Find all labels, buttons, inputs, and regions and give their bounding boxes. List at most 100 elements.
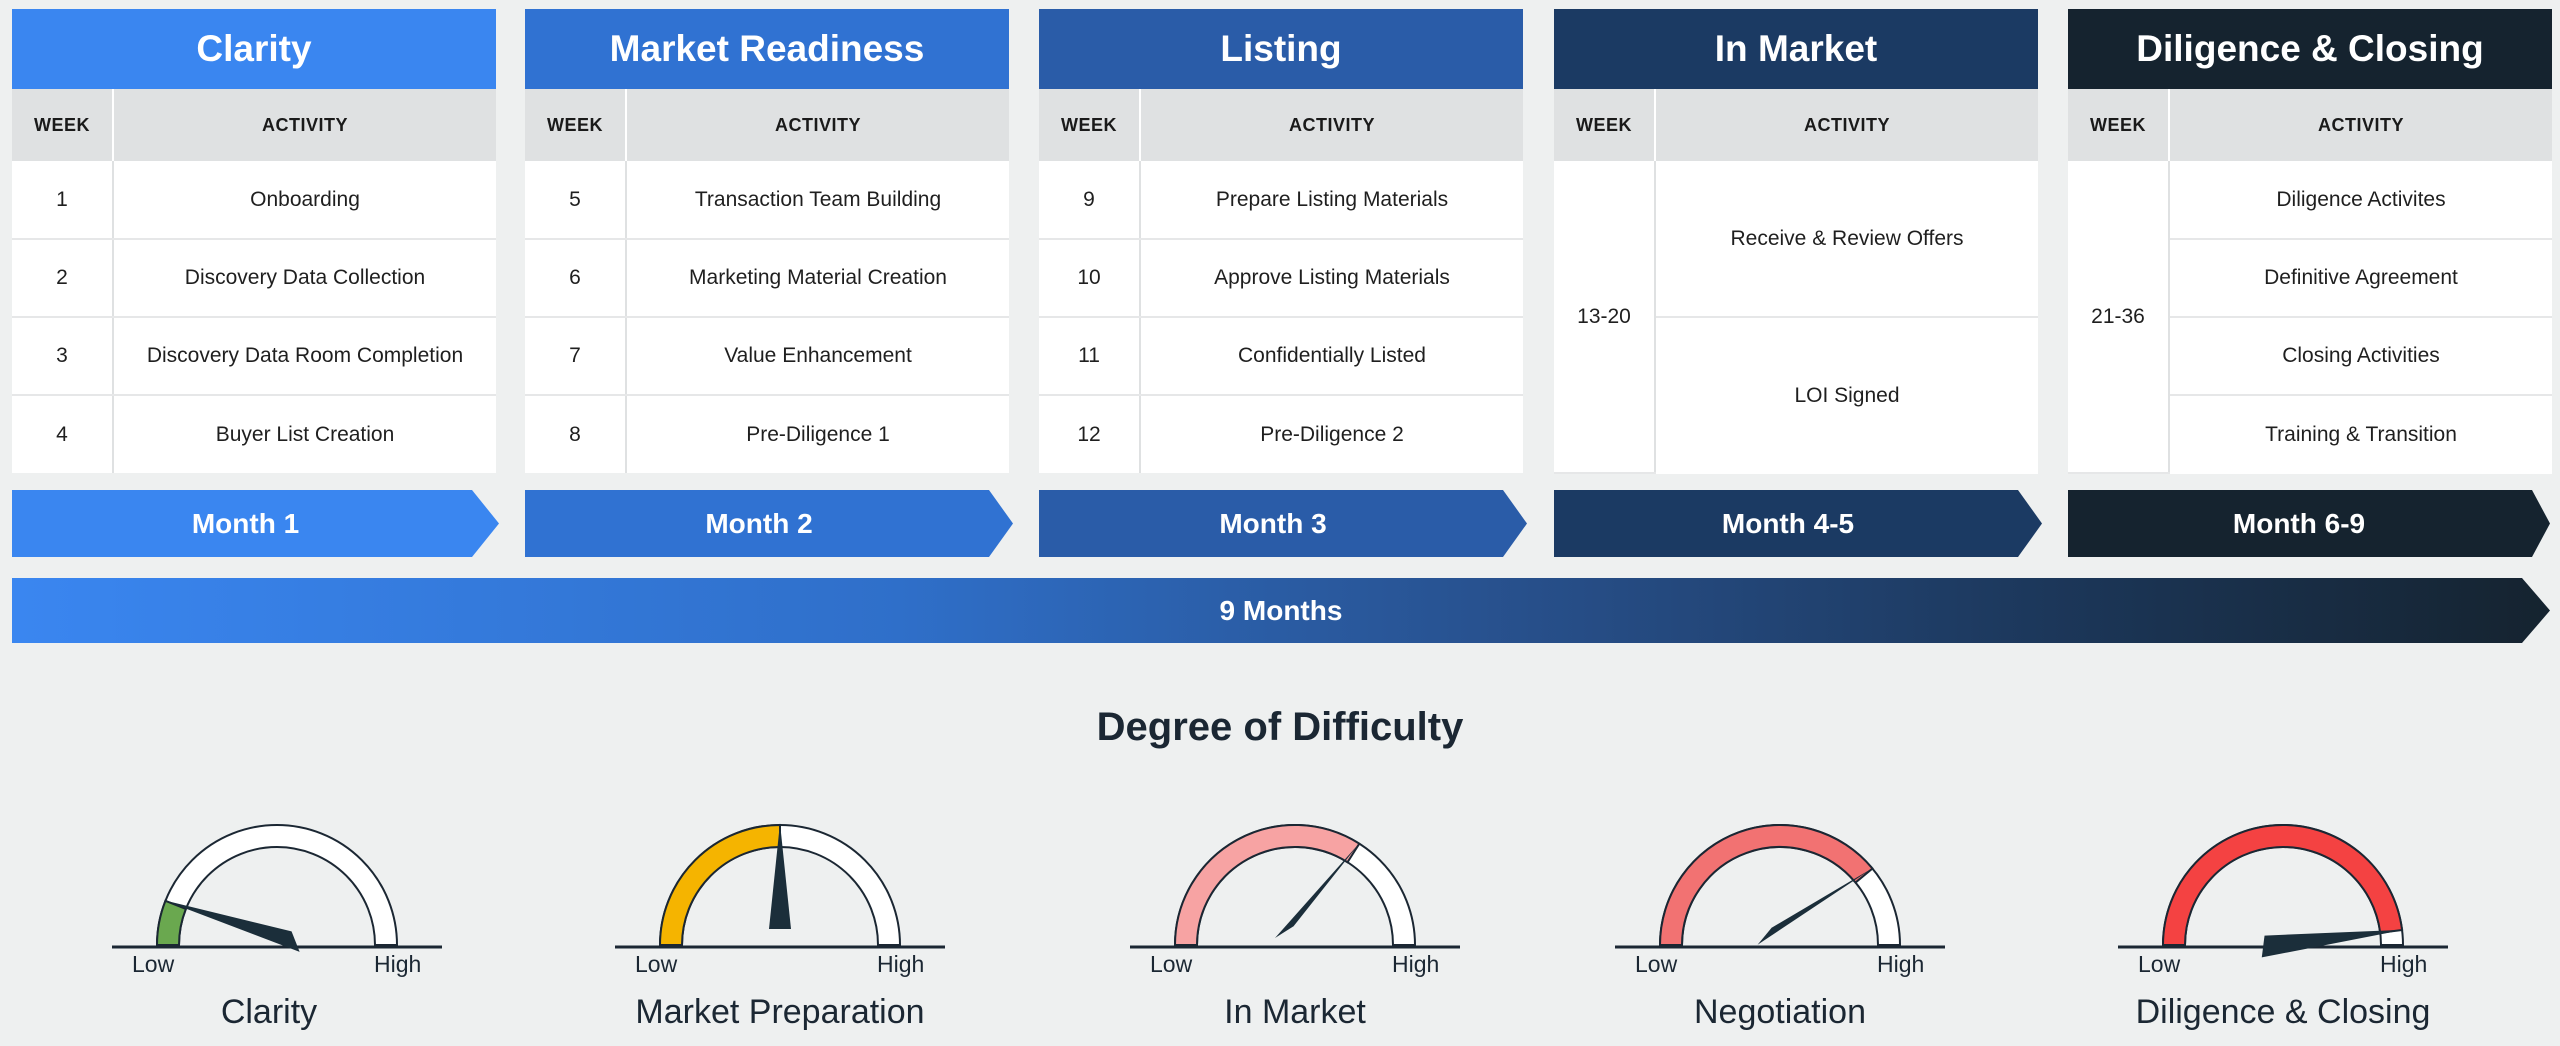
- gauge-fill: [155, 899, 188, 946]
- activity-cell: Onboarding: [113, 161, 496, 240]
- low-label: Low: [1150, 951, 1193, 977]
- activity-cell: Approve Listing Materials: [1140, 239, 1523, 318]
- gauge-fill: [658, 823, 781, 946]
- high-label: High: [877, 951, 925, 977]
- activity-column-header: ACTIVITY: [113, 89, 496, 161]
- activity-cell: Transaction Team Building: [626, 161, 1009, 240]
- gauge-name: Diligence & Closing: [2135, 993, 2431, 1031]
- activity-cell: Confidentially Listed: [1140, 317, 1523, 396]
- week-cell: 8: [525, 395, 627, 473]
- activity-cell: Value Enhancement: [626, 317, 1009, 396]
- gauge-fill: [2161, 824, 2404, 946]
- month-label: Month 4-5: [1721, 507, 1855, 539]
- week-cell: 5: [525, 161, 627, 240]
- month-arrow: Month 6-9: [2068, 490, 2550, 557]
- total-duration-arrow: 9 Months: [12, 578, 2550, 643]
- week-cell: 3: [12, 317, 114, 396]
- activity-column-header: ACTIVITY: [1140, 89, 1523, 161]
- table-row: 7 Value Enhancement: [525, 317, 1009, 396]
- activity-cell: Pre-Diligence 1: [746, 422, 890, 446]
- phase-market-readiness: Market Readiness WEEK ACTIVITY 5 Transact…: [525, 9, 1009, 473]
- table-row: LOI Signed: [1554, 317, 2038, 473]
- gauge-canvas: [112, 823, 2448, 958]
- activity-cell: Receive & Review Offers: [1655, 161, 2038, 318]
- activity-table: WEEK ACTIVITY 13-20 Receive & Review Off…: [1554, 89, 2038, 474]
- week-cell: 4: [12, 395, 114, 473]
- month-arrow: Month 3: [1039, 490, 1527, 557]
- month-arrow: Month 4-5: [1554, 490, 2042, 557]
- phase-header: In Market: [1554, 9, 2038, 89]
- month-label: Month 6-9: [2232, 507, 2366, 539]
- table-row: 8 Pre-Diligence 1: [525, 395, 1009, 473]
- phase-header: Market Readiness: [525, 9, 1009, 89]
- week-column-header: WEEK: [1039, 89, 1141, 161]
- gauge-name: Market Preparation: [635, 993, 925, 1031]
- week-cell: 11: [1039, 317, 1141, 396]
- gauge-needle: [163, 900, 300, 952]
- low-label: Low: [635, 951, 678, 977]
- table-row: 21-36 Diligence Activites: [2068, 161, 2552, 474]
- week-cell: 13-20: [1554, 161, 1656, 474]
- gauge-needle: [2261, 929, 2405, 958]
- table-row: 4 Buyer List Creation: [12, 395, 496, 473]
- activity-cell: Discovery Data Room Completion: [113, 317, 496, 396]
- table-row: 12 Pre-Diligence 2: [1039, 395, 1523, 473]
- gauge-needle: [1757, 867, 1875, 945]
- phase-diligence-closing: Diligence & Closing WEEK ACTIVITY 21-36 …: [2068, 9, 2552, 474]
- gauge: [1615, 824, 1945, 949]
- table-row: 3 Discovery Data Room Completion: [12, 317, 496, 396]
- week-cell: 10: [1039, 239, 1141, 318]
- gauge: [1130, 824, 1460, 949]
- phase-clarity: Clarity WEEK ACTIVITY 1 Onboarding 2 Disco…: [12, 9, 496, 473]
- low-label: Low: [2138, 951, 2181, 977]
- week-cell: 2: [12, 239, 114, 318]
- high-label: High: [374, 951, 422, 977]
- table-row: 6 Marketing Material Creation: [525, 239, 1009, 318]
- table-row: Closing Activities: [2068, 317, 2552, 396]
- activity-table: WEEK ACTIVITY 5 Transaction Team Building…: [525, 89, 1009, 473]
- gauge-fill: [1173, 824, 1361, 946]
- month-label: Month 3: [1219, 507, 1327, 539]
- activity-cell: Pre-Diligence 2: [1260, 422, 1404, 446]
- activity-cell: Diligence Activites: [2169, 161, 2552, 240]
- gauge: [615, 823, 945, 949]
- gauge-needle: [769, 823, 791, 929]
- table-row: Training & Transition: [2068, 395, 2552, 473]
- table-row: 13-20 Receive & Review Offers: [1554, 161, 2038, 474]
- gauge-track: [155, 824, 399, 946]
- activity-cell: LOI Signed: [1794, 383, 1900, 407]
- activity-cell: Discovery Data Collection: [113, 239, 496, 318]
- activity-column-header: ACTIVITY: [2169, 89, 2552, 161]
- week-cell: 1: [12, 161, 114, 240]
- table-row: 5 Transaction Team Building: [525, 161, 1009, 240]
- week-column-header: WEEK: [2068, 89, 2170, 161]
- month-arrow: Month 1: [12, 490, 499, 557]
- activity-table: WEEK ACTIVITY 21-36 Diligence Activites …: [2068, 89, 2552, 474]
- activity-cell: Definitive Agreement: [2169, 239, 2552, 318]
- activity-column-header: ACTIVITY: [1655, 89, 2038, 161]
- high-label: High: [1877, 951, 1925, 977]
- activity-cell: Marketing Material Creation: [626, 239, 1009, 318]
- phase-in-market: In Market WEEK ACTIVITY 13-20 Receive & …: [1554, 9, 2038, 474]
- total-duration-label: 9 Months: [1219, 594, 1343, 626]
- gauge: [2118, 824, 2448, 958]
- month-arrow: Month 2: [525, 490, 1013, 557]
- difficulty-gauges: Low High Clarity Low High Market Preparation L…: [0, 790, 2560, 1046]
- gauge-name: In Market: [1224, 993, 1366, 1031]
- high-label: High: [1392, 951, 1440, 977]
- activity-table: WEEK ACTIVITY 9 Prepare Listing Materials…: [1039, 89, 1523, 473]
- phase-listing: Listing WEEK ACTIVITY 9 Prepare Listing M…: [1039, 9, 1523, 473]
- table-row: 10 Approve Listing Materials: [1039, 239, 1523, 318]
- week-cell: 12: [1039, 395, 1141, 473]
- activity-cell: Closing Activities: [2169, 317, 2552, 396]
- high-label: High: [2380, 951, 2428, 977]
- table-row: 2 Discovery Data Collection: [12, 239, 496, 318]
- table-row: 9 Prepare Listing Materials: [1039, 161, 1523, 240]
- activity-cell: Prepare Listing Materials: [1140, 161, 1523, 240]
- table-row: 1 Onboarding: [12, 161, 496, 240]
- week-column-header: WEEK: [12, 89, 114, 161]
- week-cell: 9: [1039, 161, 1141, 240]
- gauge-fill: [1658, 824, 1874, 946]
- activity-cell: Training & Transition: [2265, 422, 2457, 446]
- gauge-name: Negotiation: [1693, 993, 1866, 1031]
